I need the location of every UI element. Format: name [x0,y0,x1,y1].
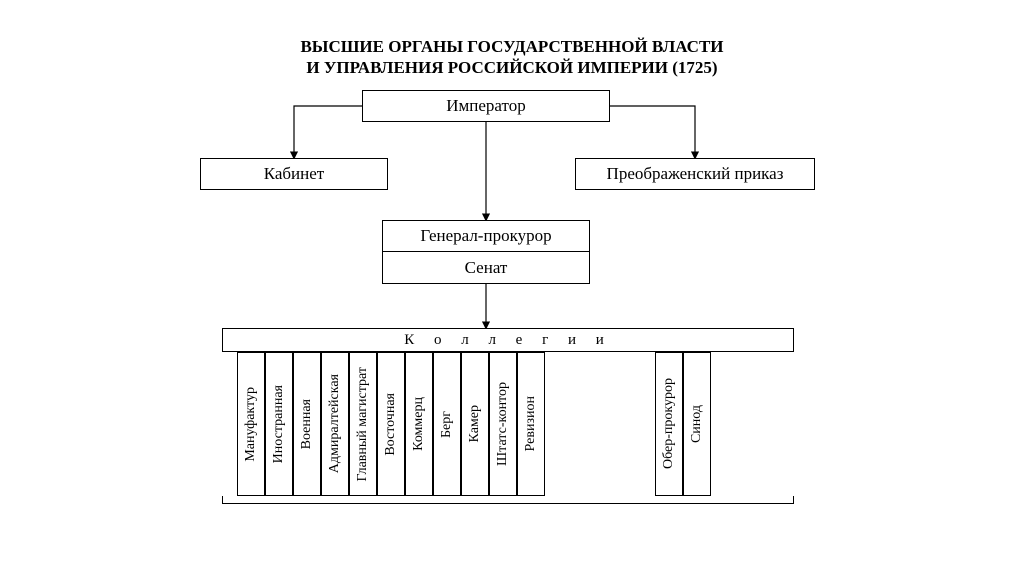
collegium-box: Штатс-контор [489,352,517,496]
collegium-box: Адмиралтейская [321,352,349,496]
collegium-label: Восточная [383,393,399,456]
collegium-box: Иностранная [265,352,293,496]
footer-bar [222,496,794,504]
collegium-box: Коммерц [405,352,433,496]
collegium-box: Военная [293,352,321,496]
collegium-box: Ревизион [517,352,545,496]
collegium-box: Синод [683,352,711,496]
collegium-box: Восточная [377,352,405,496]
diagram-title: ВЫСШИЕ ОРГАНЫ ГОСУДАРСТВЕННОЙ ВЛАСТИ И У… [0,36,1024,79]
node-general-prokuror: Генерал-прокурор [382,220,590,252]
collegium-label: Берг [439,411,455,438]
collegium-box: Берг [433,352,461,496]
node-senate-label: Сенат [465,258,508,278]
node-senate: Сенат [382,252,590,284]
collegii-header: К о л л е г и и [222,328,794,352]
title-line-1: ВЫСШИЕ ОРГАНЫ ГОСУДАРСТВЕННОЙ ВЛАСТИ [300,37,723,56]
collegium-box: Камер [461,352,489,496]
collegium-label: Камер [467,405,483,442]
node-cabinet-label: Кабинет [264,164,324,184]
collegii-header-label: К о л л е г и и [404,332,612,349]
node-emperor: Император [362,90,610,122]
node-preobrazhensky-label: Преображенский приказ [607,164,784,184]
collegium-box: Обер-прокурор [655,352,683,496]
node-emperor-label: Император [446,96,526,116]
title-line-2: И УПРАВЛЕНИЯ РОССИЙСКОЙ ИМПЕРИИ (1725) [306,58,717,77]
collegium-label: Синод [689,405,705,443]
collegium-box: Главный магистрат [349,352,377,496]
collegium-label: Обер-прокурор [661,378,677,469]
collegium-label: Адмиралтейская [327,374,343,473]
collegium-label: Мануфактур [243,387,259,462]
collegium-label: Главный магистрат [355,367,371,481]
collegium-label: Иностранная [271,385,287,463]
node-general-prokuror-label: Генерал-прокурор [420,226,551,246]
collegium-label: Ревизион [523,396,539,451]
collegium-label: Коммерц [411,397,427,451]
collegium-box: Мануфактур [237,352,265,496]
node-cabinet: Кабинет [200,158,388,190]
collegium-label: Штатс-контор [495,382,511,466]
collegium-label: Военная [299,399,315,449]
node-preobrazhensky: Преображенский приказ [575,158,815,190]
